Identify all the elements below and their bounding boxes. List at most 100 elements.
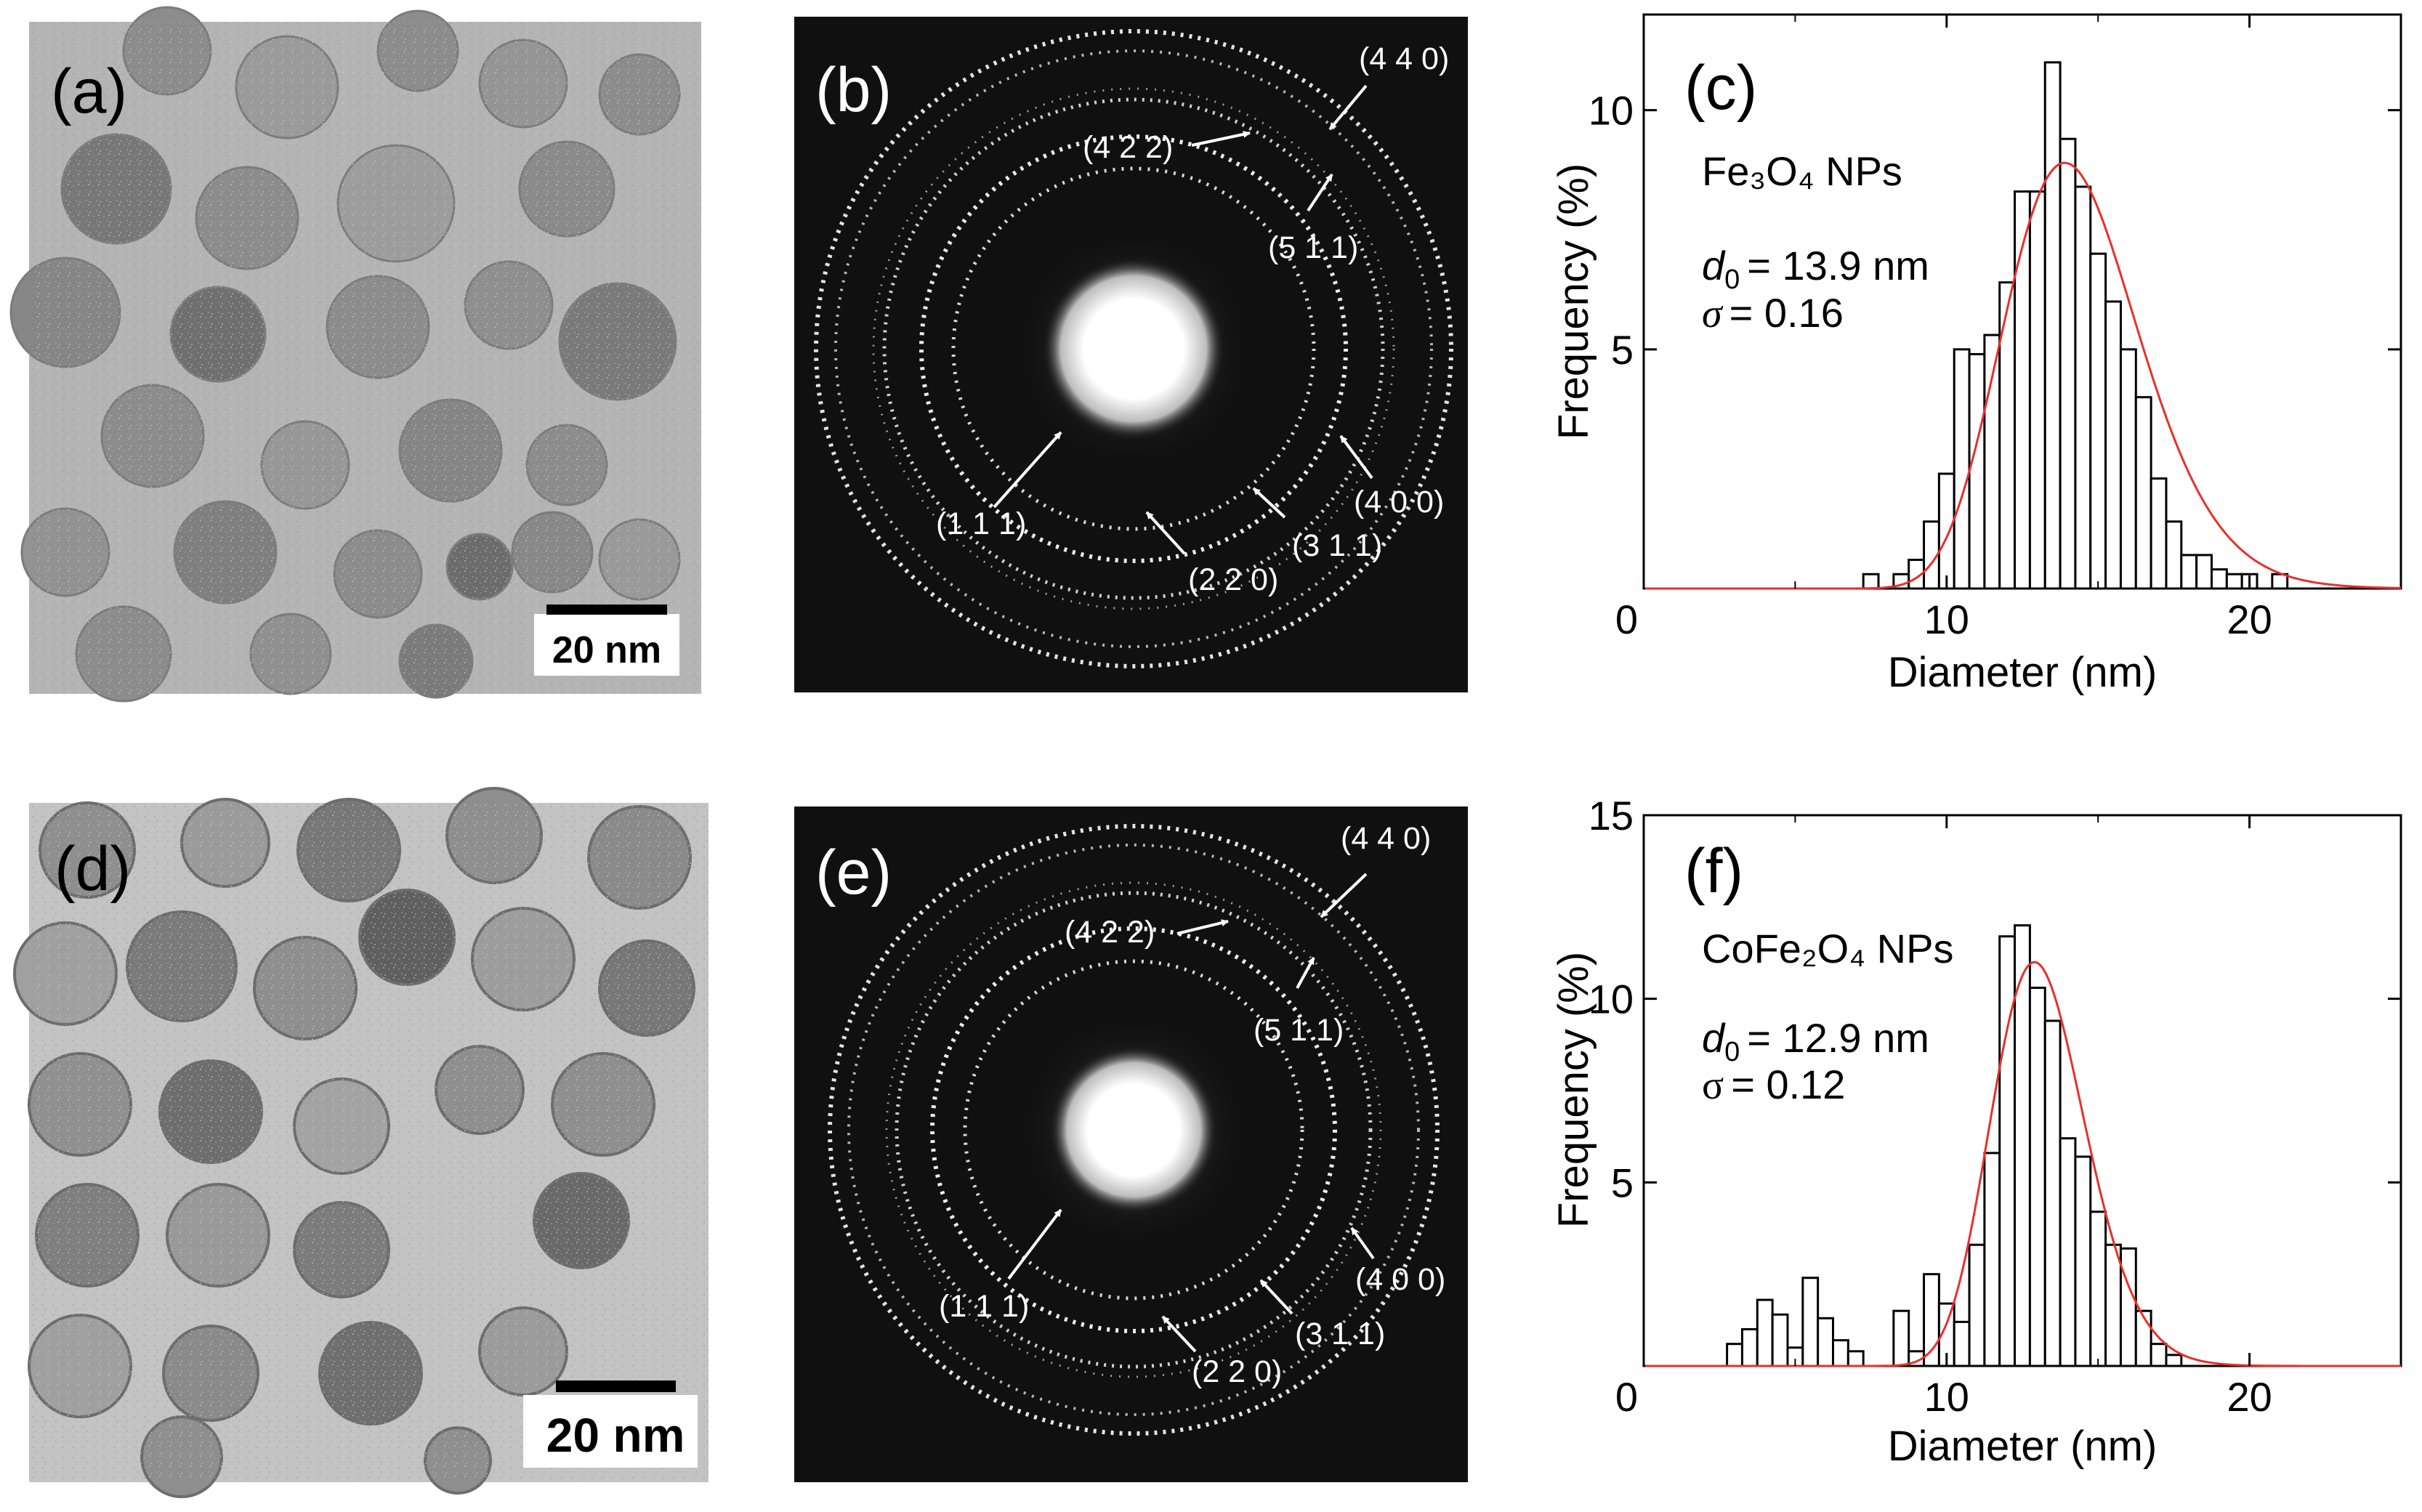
histogram-bar	[2134, 396, 2152, 590]
histogram-bar	[1756, 1298, 1774, 1367]
x-tick-label: 10	[1924, 1374, 1969, 1420]
histogram-chart-f: 0 10 20 5 10 15 (f) CoFe₂O₄ NPs d0 = 12.9 nm σ…	[1550, 793, 2402, 1470]
x-tick-label: 0	[1615, 1374, 1638, 1420]
y-tick-label: 10	[1589, 88, 1634, 134]
histogram-chart-c: 0 10 20 5 10 (c) Fe₃O₄ NPs d0 = 13.9 nm σ = 0.…	[1550, 13, 2402, 696]
ring-index-400-e: (4 0 0)	[1355, 1262, 1445, 1297]
panel-d: (d) 20 nm	[13, 787, 709, 1498]
panel-e: (e) (1 1 1) (2 2 0) (3 1 1) (4 0 0) (4 2…	[794, 806, 1468, 1482]
ring-index-400-b: (4 0 0)	[1354, 485, 1444, 520]
x-tick-label: 10	[1924, 597, 1969, 642]
ring-index-422-b: (4 2 2)	[1083, 130, 1173, 165]
histogram-bar	[2089, 1210, 2107, 1367]
y-axis-title-c: Frequency (%)	[1550, 163, 1597, 440]
x-tick-label: 20	[2227, 597, 2272, 642]
histogram-bar	[2028, 987, 2046, 1367]
lognormal-fit-curve-c	[1645, 161, 2402, 590]
ring-annotations-b	[993, 84, 1373, 555]
ring-index-422-e: (4 2 2)	[1065, 915, 1155, 950]
scale-bar-a	[546, 605, 667, 615]
panel-label-d: (d)	[55, 834, 131, 904]
histogram-bar	[2180, 554, 2198, 590]
panel-label-a: (a)	[51, 57, 127, 126]
histogram-bar	[1998, 935, 2017, 1367]
x-tick-label: 20	[2227, 1374, 2272, 1420]
scale-bar-label-d: 20 nm	[546, 1408, 685, 1462]
histogram-bar	[1726, 1343, 1743, 1367]
histogram-bar	[1801, 1277, 1820, 1367]
ring-index-440-b: (4 4 0)	[1359, 41, 1449, 76]
x-axis-title-c: Diameter (nm)	[1888, 649, 2157, 696]
histogram-bar	[2195, 554, 2213, 590]
y-tick-label: 15	[1589, 793, 1634, 838]
histogram-bar	[1817, 1317, 1834, 1367]
histogram-bars-c	[1862, 61, 2289, 590]
histogram-bar	[2074, 1155, 2092, 1367]
d0-value-f: = 12.9 nm	[1747, 1015, 1929, 1061]
panel-label-f: (f)	[1684, 836, 1743, 906]
sigma-value-f: = 0.12	[1731, 1062, 1845, 1107]
ring-index-220-b: (2 2 0)	[1188, 562, 1278, 597]
panel-label-e: (e)	[815, 838, 892, 907]
histogram-bar	[1832, 1339, 1849, 1367]
x-axis-title-f: Diameter (nm)	[1888, 1423, 2157, 1470]
histogram-bar	[1862, 573, 1880, 590]
y-tick-label: 10	[1589, 977, 1634, 1022]
histogram-bar	[1953, 348, 1971, 590]
ring-annotations-e	[1007, 873, 1375, 1353]
axis-ticks-f: 0 10 20 5 10 15	[1589, 793, 2401, 1420]
histogram-bar	[2059, 137, 2077, 590]
histogram-bar	[2165, 520, 2183, 590]
ring-index-311-b: (3 1 1)	[1292, 528, 1382, 563]
d0-label-c: d0 = 13.9 nm	[1702, 243, 1929, 295]
sample-label-f: CoFe₂O₄ NPs	[1702, 926, 1953, 971]
scale-bar-d	[556, 1380, 676, 1392]
histogram-bar	[2149, 1343, 2168, 1367]
scale-bar-box-d	[523, 1395, 698, 1468]
panel-a: (a) 20 nm	[9, 6, 701, 703]
d0-label-f: d0 = 12.9 nm	[1702, 1015, 1929, 1067]
ring-index-220-e: (2 2 0)	[1192, 1354, 1282, 1389]
lognormal-fit-curve-f	[1645, 961, 2401, 1367]
histogram-bar	[2165, 1354, 2183, 1367]
histogram-bar	[2043, 1019, 2062, 1367]
histogram-bar	[1968, 1243, 1986, 1367]
histogram-bar	[1892, 1309, 1910, 1367]
histogram-bar	[2271, 573, 2289, 590]
histogram-bar	[1983, 1152, 2001, 1367]
histogram-bar	[2149, 477, 2168, 590]
ring-index-440-e: (4 4 0)	[1341, 821, 1431, 856]
histogram-bar	[1923, 1273, 1940, 1367]
y-tick-label: 5	[1611, 327, 1634, 373]
histogram-bar	[1846, 1350, 1865, 1367]
ring-index-111-b: (1 1 1)	[936, 506, 1026, 541]
histogram-bar	[1937, 472, 1955, 590]
histogram-bar	[1953, 1320, 1971, 1367]
central-beam-b	[1043, 258, 1224, 440]
sigma-value-c: = 0.16	[1729, 290, 1844, 336]
sample-label-c: Fe₃O₄ NPs	[1702, 148, 1902, 194]
panel-b: (b) (1 1 1) (2 2 0) (3 1 1) (4 0 0) (4 2…	[794, 17, 1468, 692]
d0-value-c: = 13.9 nm	[1747, 243, 1929, 288]
x-tick-label: 0	[1615, 597, 1638, 642]
tem-texture-d	[29, 803, 709, 1482]
panel-label-b: (b)	[815, 55, 892, 125]
histogram-bar	[2104, 300, 2122, 590]
histogram-bar	[1740, 1327, 1759, 1367]
histogram-bar	[2119, 348, 2137, 590]
ring-index-511-b: (5 1 1)	[1268, 230, 1358, 265]
histogram-bar	[2225, 573, 2243, 590]
ring-index-311-e: (3 1 1)	[1295, 1317, 1385, 1351]
sigma-label-c: σ = 0.16	[1702, 290, 1844, 336]
ring-index-511-e: (5 1 1)	[1254, 1013, 1344, 1048]
histogram-bar	[1968, 352, 1986, 590]
histogram-bar	[2104, 1243, 2122, 1367]
histogram-bar	[2211, 568, 2228, 590]
ring-index-labels-e: (1 1 1) (2 2 0) (3 1 1) (4 0 0) (4 2 2) …	[939, 821, 1445, 1389]
axis-ticks-c: 0 10 20 5 10	[1589, 15, 2401, 642]
histogram-bar	[2119, 1247, 2137, 1367]
sigma-label-f: σ = 0.12	[1702, 1062, 1845, 1108]
ring-index-111-e: (1 1 1)	[939, 1289, 1029, 1324]
central-beam-e	[1050, 1046, 1217, 1213]
